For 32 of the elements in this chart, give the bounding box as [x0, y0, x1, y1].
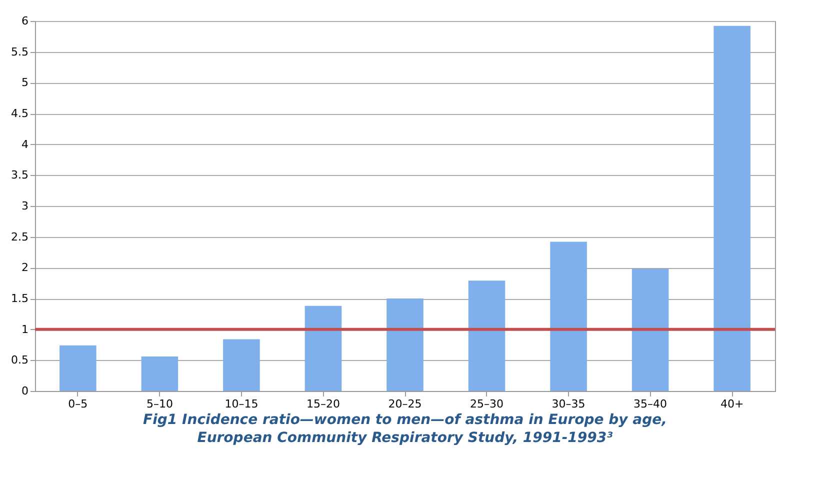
x-tick-label: 15–20	[306, 398, 340, 410]
y-tick-label: 2.5	[11, 230, 28, 244]
x-tick-label: 40+	[720, 398, 744, 410]
y-tick-label: 3	[22, 200, 28, 212]
bar	[223, 339, 260, 391]
y-tick-label: 4.5	[11, 107, 28, 120]
x-tick-label: 30–35	[552, 398, 586, 410]
bar	[386, 298, 424, 391]
x-tick-label: 0–5	[68, 398, 88, 410]
bar	[714, 26, 750, 391]
y-tick-label: 5.5	[11, 45, 28, 58]
bar	[304, 306, 342, 391]
y-tick-label: 3.5	[11, 168, 28, 182]
x-tick-label: 25–30	[470, 398, 504, 410]
y-tick-label: 4	[22, 138, 28, 151]
y-tick-label: 2	[22, 261, 28, 274]
y-tick-label: 0	[22, 384, 28, 398]
x-tick-label: 10–15	[224, 398, 258, 410]
text: Fig1 Incidence ratio—women to men—of asthma in Europe by age, European Community Respiratory Study, 1991-1993³	[143, 412, 667, 446]
bar	[468, 280, 506, 391]
bar	[60, 345, 96, 391]
y-tick-label: 6	[22, 14, 28, 28]
x-tick-label: 20–25	[388, 398, 422, 410]
x-tick-label: 35–40	[634, 398, 668, 410]
bar	[550, 242, 587, 391]
y-tick-label: 0.5	[11, 354, 28, 367]
y-tick-label: 1.5	[11, 292, 28, 305]
y-tick-label: 1	[22, 322, 28, 336]
x-tick-label: 5–10	[146, 398, 173, 410]
bar	[632, 268, 669, 391]
y-tick-label: 5	[22, 76, 28, 90]
bar	[141, 356, 178, 391]
